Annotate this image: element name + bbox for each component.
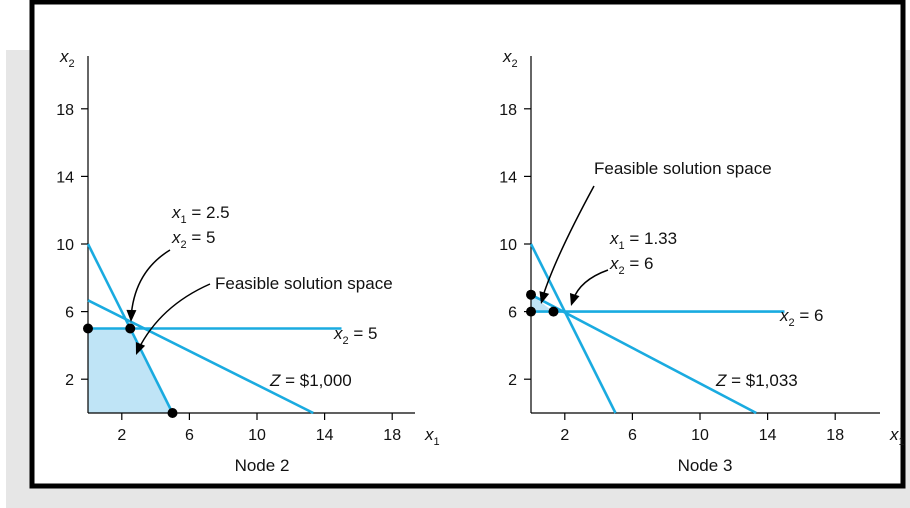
panel-caption: Node 2 — [235, 456, 290, 475]
solution-point — [167, 408, 178, 418]
solution-point — [526, 289, 536, 300]
feasible-region — [531, 294, 554, 312]
x-tick-label: 14 — [759, 427, 777, 444]
solution-x1-label: x1 = 1.33 — [609, 229, 677, 252]
feasible-label: Feasible solution space — [594, 159, 772, 178]
x-tick-label: 6 — [185, 427, 194, 444]
feasible-region — [88, 328, 173, 413]
feasible-arrow — [542, 185, 595, 297]
constraint-line-2 — [87, 299, 314, 415]
feasible-arrow — [137, 283, 211, 351]
x-tick-label: 6 — [628, 427, 637, 444]
y-tick-label: 14 — [56, 169, 74, 186]
feasible-label: Feasible solution space — [215, 274, 393, 293]
y-tick-label: 18 — [499, 102, 517, 119]
objective-label: Z = $1,000 — [269, 371, 352, 390]
solution-x2-label: x2 = 5 — [171, 228, 215, 251]
constraint-label: x2 = 6 — [779, 306, 823, 329]
constraint-label: x2 = 5 — [333, 324, 377, 347]
y-tick-label: 2 — [65, 372, 74, 389]
x-tick-label: 10 — [691, 427, 709, 444]
y-axis-label: x2 — [59, 47, 75, 70]
feasible-arrow-head — [539, 291, 550, 304]
solution-arrow — [130, 249, 171, 319]
y-tick-label: 14 — [499, 169, 517, 186]
solution-arrow-head — [569, 293, 580, 306]
y-axis-label: x2 — [502, 47, 518, 70]
y-tick-label: 6 — [508, 305, 517, 322]
x-axis-label: x1 — [889, 425, 905, 448]
solution-x1-label: x1 = 2.5 — [171, 203, 230, 226]
panel-node-3: 2 6 10 14 18 2 6 10 14 18 x2 x1 Node 3 Feasible solut… — [499, 47, 904, 475]
x-tick-label: 14 — [316, 427, 334, 444]
solution-point — [526, 306, 536, 317]
constraint-line-2 — [530, 293, 757, 415]
x-axis-label: x1 — [424, 425, 440, 448]
figure-frame — [29, 0, 906, 489]
x-tick-label: 2 — [560, 427, 569, 444]
y-tick-label: 18 — [56, 102, 74, 119]
y-tick-label: 10 — [56, 237, 74, 254]
y-tick-label: 2 — [508, 372, 517, 389]
solution-point — [548, 306, 559, 317]
x-tick-label: 18 — [826, 427, 844, 444]
x-tick-label: 10 — [248, 427, 266, 444]
y-tick-label: 6 — [65, 305, 74, 322]
solution-arrow-head — [126, 309, 137, 322]
x-tick-label: 2 — [117, 427, 126, 444]
solution-point — [125, 323, 136, 334]
constraint-line-1 — [529, 243, 617, 414]
objective-label: Z = $1,033 — [715, 371, 798, 390]
x-tick-label: 18 — [383, 427, 401, 444]
y-tick-label: 10 — [499, 237, 517, 254]
panel-caption: Node 3 — [678, 456, 733, 475]
solution-x2-label: x2 = 6 — [609, 254, 653, 277]
solution-point — [83, 323, 93, 334]
feasible-arrow-head — [135, 342, 146, 355]
